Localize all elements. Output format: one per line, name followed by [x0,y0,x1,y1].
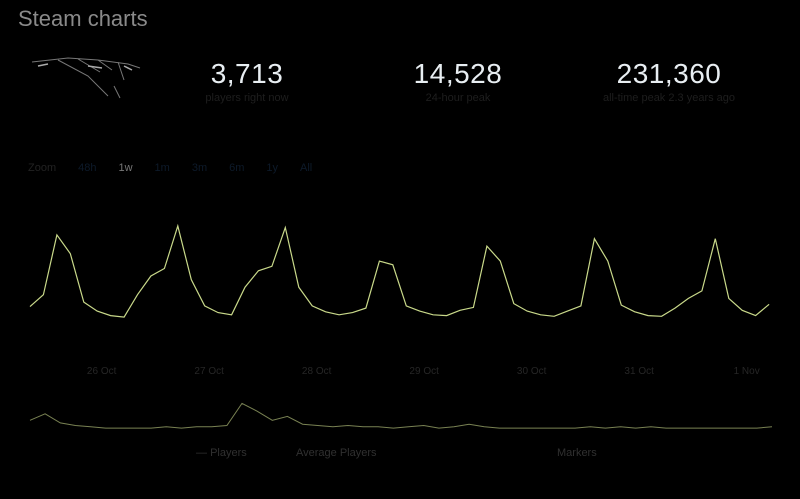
zoom-1y[interactable]: 1y [266,162,279,174]
legend-average-players[interactable]: Average Players [296,447,377,459]
zoom-1w[interactable]: 1w [118,162,133,174]
zoom-48h[interactable]: 48h [78,162,97,174]
x-tick-label: 27 Oct [194,366,224,377]
peak-24h-value: 14,528 [413,58,503,89]
zoom-3m[interactable]: 3m [191,162,208,174]
zoom-all[interactable]: All [300,162,313,174]
legend-average-label: Average Players [296,447,377,459]
x-tick-label: 29 Oct [409,366,439,377]
legend-markers-label: Markers [557,447,597,459]
stat-all-time-peak: 231,360 all-time peak 2.3 years ago [569,58,769,104]
zoom-selector: Zoom 48h 1w 1m 3m 6m 1y All [28,162,312,174]
current-players-label: players right now [205,92,289,104]
x-tick-label: 28 Oct [302,366,332,377]
legend-markers[interactable]: Markers [557,447,597,459]
game-logo [31,57,141,99]
zoom-1m[interactable]: 1m [154,162,170,174]
x-tick-label: 26 Oct [87,366,117,377]
players-series-line [29,223,770,318]
stat-current-players: 3,713 players right now [147,58,347,104]
current-players-value: 3,713 [210,58,284,89]
page-title: Steam charts [18,6,148,31]
stat-24h-peak: 14,528 24-hour peak [358,58,558,104]
x-tick-label: 31 Oct [624,366,654,377]
peak-24h-label: 24-hour peak [425,92,491,104]
x-tick-label: 30 Oct [517,366,547,377]
legend-players[interactable]: — Players [196,447,247,459]
all-time-peak-label: all-time peak 2.3 years ago [602,92,736,104]
x-tick-label: 1 Nov [734,366,760,377]
zoom-6m[interactable]: 6m [229,162,245,174]
navigator-line[interactable] [29,402,773,429]
zoom-label: Zoom [28,162,57,174]
legend-players-label: Players [210,447,247,459]
all-time-peak-value: 231,360 [616,58,722,89]
